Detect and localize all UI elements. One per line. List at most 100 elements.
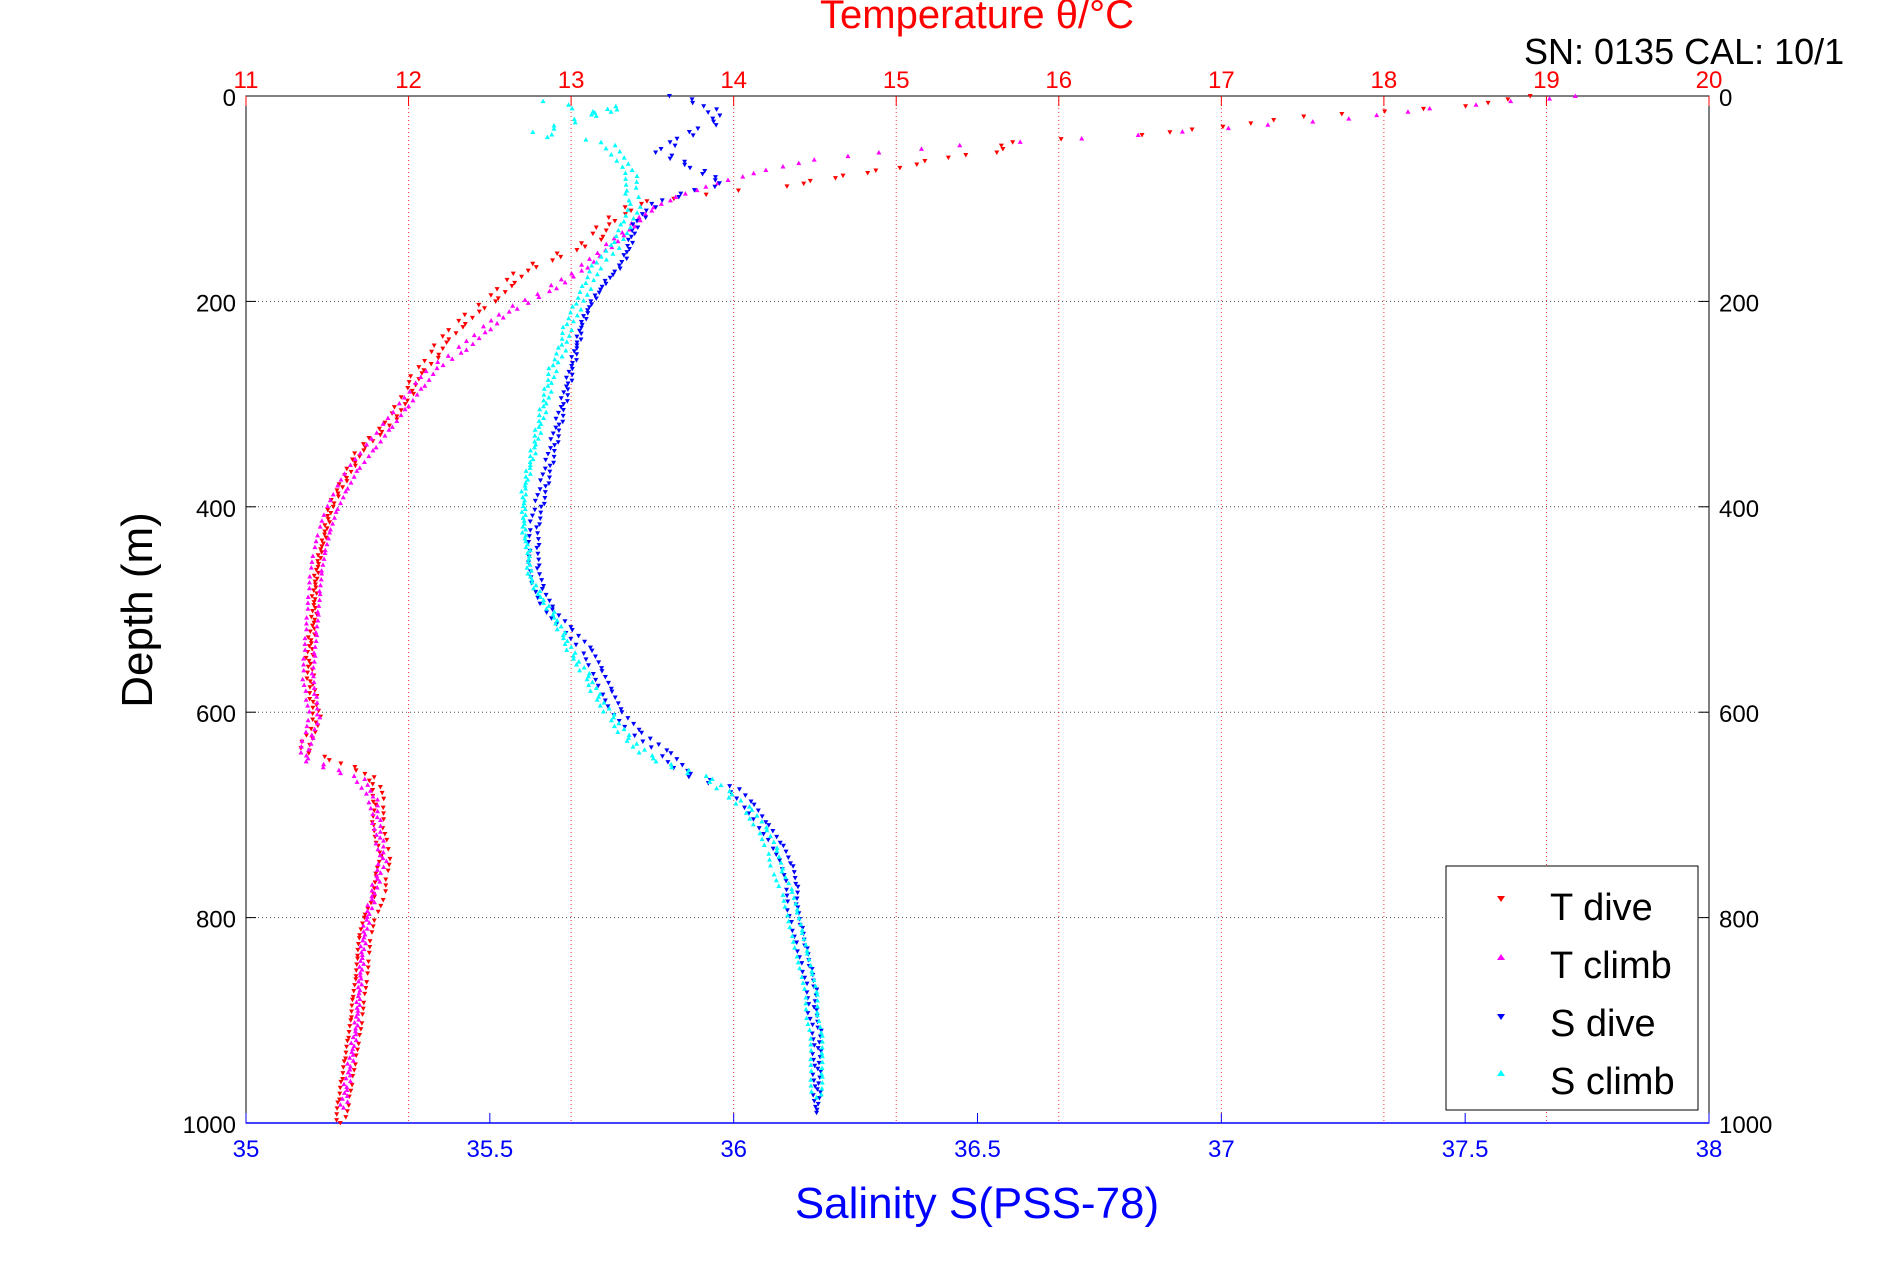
data-point (572, 119, 578, 125)
data-point (765, 837, 771, 843)
data-point (356, 990, 362, 996)
data-point (625, 716, 631, 721)
data-point (579, 268, 585, 273)
data-point (334, 1106, 340, 1111)
data-point (348, 1018, 354, 1023)
data-point (306, 644, 312, 649)
data-point (306, 585, 312, 591)
data-point (632, 231, 638, 237)
data-point (810, 1072, 816, 1078)
data-point (812, 1063, 818, 1069)
data-point (435, 359, 441, 364)
data-point (317, 588, 323, 594)
data-point (808, 1068, 814, 1073)
data-point (1220, 124, 1226, 130)
data-point (375, 909, 381, 915)
data-point (918, 146, 924, 151)
data-point (794, 940, 800, 946)
data-point (361, 915, 367, 921)
data-point (381, 864, 387, 869)
data-point (759, 819, 765, 824)
data-point (617, 148, 623, 154)
data-point (469, 315, 475, 321)
data-point (805, 1010, 811, 1016)
data-point (344, 1093, 350, 1098)
data-point (550, 258, 556, 263)
legend-label-t-climb: T climb (1550, 945, 1672, 987)
data-point (537, 572, 543, 577)
data-point (539, 586, 545, 592)
data-point (714, 785, 720, 791)
data-point (819, 1050, 825, 1056)
data-point (355, 956, 361, 962)
data-point (355, 1022, 361, 1028)
data-point (357, 987, 363, 993)
data-point (576, 659, 582, 664)
legend-marker-t-climb (1497, 954, 1505, 960)
data-point (643, 208, 649, 214)
data-point (340, 1065, 346, 1070)
data-point (787, 924, 793, 930)
data-point (658, 147, 664, 152)
data-point (401, 394, 407, 400)
data-point (610, 272, 616, 278)
data-points (298, 93, 1578, 1126)
data-point (535, 591, 541, 597)
data-point (359, 981, 365, 987)
data-point (555, 359, 561, 365)
data-point (586, 305, 592, 310)
x-bottom-tick-label: 35.5 (466, 1136, 513, 1163)
data-point (582, 639, 588, 645)
data-point (585, 265, 591, 270)
data-point (594, 697, 600, 702)
data-point (808, 1047, 814, 1053)
data-point (564, 339, 570, 344)
data-point (436, 352, 442, 358)
data-point (766, 823, 772, 828)
data-point (416, 365, 422, 370)
data-point (690, 100, 696, 106)
data-point (386, 427, 392, 432)
data-point (628, 234, 634, 240)
data-point (435, 355, 441, 361)
data-point (385, 847, 391, 852)
data-point (613, 103, 619, 109)
data-point (607, 275, 613, 281)
data-point (514, 306, 520, 311)
data-point (586, 256, 592, 261)
data-point (379, 790, 385, 796)
data-point (1485, 100, 1491, 106)
data-point (618, 221, 624, 227)
data-point (591, 277, 597, 283)
data-point (569, 378, 575, 384)
data-point (550, 604, 556, 610)
data-point (691, 188, 697, 193)
data-point (369, 893, 375, 899)
data-point (530, 261, 536, 267)
legend-item-s-climb: S climb (1497, 1061, 1675, 1103)
data-point (531, 585, 537, 591)
y-tick-label-left: 600 (196, 701, 236, 728)
data-point (312, 544, 318, 550)
data-point (304, 626, 310, 632)
data-point (564, 399, 570, 404)
data-point (625, 207, 631, 212)
data-point (770, 829, 776, 834)
data-point (1225, 125, 1231, 131)
data-point (552, 443, 558, 448)
x-bottom-tick-label: 38 (1696, 1136, 1723, 1163)
data-point (773, 852, 779, 858)
data-point (612, 269, 618, 275)
data-point (350, 1074, 356, 1079)
data-point (355, 942, 361, 947)
data-point (556, 428, 562, 434)
data-point (799, 974, 805, 980)
data-point (319, 544, 325, 549)
data-point (536, 424, 542, 429)
data-point (808, 1036, 814, 1041)
data-point (734, 796, 740, 801)
data-point (800, 969, 806, 975)
data-point (581, 298, 587, 303)
data-point (798, 921, 804, 927)
data-point (334, 488, 340, 493)
